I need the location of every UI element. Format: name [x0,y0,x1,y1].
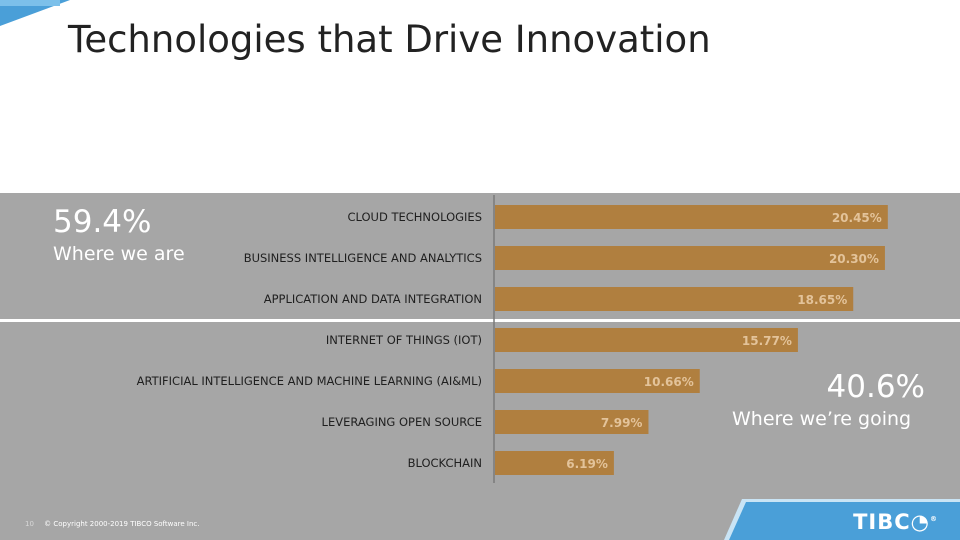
page-number: 10 [25,520,34,528]
category-label: BUSINESS INTELLIGENCE AND ANALYTICS [244,251,482,265]
stat-right-percent: 40.6% [826,369,925,405]
data-label: 7.99% [601,416,643,430]
bar [495,410,649,434]
footer: 10 © Copyright 2000-2019 TIBCO Software … [25,520,200,528]
stat-where-we-are-going: 40.6% Where we’re going [732,370,927,430]
data-label: 20.30% [829,252,879,266]
corner-accent-stripe [0,0,60,6]
logo-band [724,499,960,540]
data-label: 6.19% [566,457,608,471]
slide-title: Technologies that Drive Innovation [68,18,711,61]
category-label: BLOCKCHAIN [408,456,482,470]
data-label: 15.77% [742,334,792,348]
stat-right-caption: Where we’re going [732,408,912,430]
data-label: 18.65% [797,293,847,307]
category-label: ARTIFICIAL INTELLIGENCE AND MACHINE LEAR… [137,374,482,388]
category-label: CLOUD TECHNOLOGIES [347,210,482,224]
panel-divider [0,319,960,322]
stat-left-percent: 59.4% [53,204,152,240]
bar [495,369,700,393]
data-label: 10.66% [644,375,694,389]
bar [495,328,798,352]
category-label: APPLICATION AND DATA INTEGRATION [264,292,482,306]
stat-where-we-are: 59.4% Where we are [53,205,185,265]
logo-text: TIBC [853,510,911,534]
data-label: 20.45% [832,211,882,225]
bar-chart: CLOUD TECHNOLOGIES 20.45% BUSINESS INTELLI… [137,195,888,483]
bar [495,287,854,311]
category-label: INTERNET OF THINGS (IOT) [326,333,482,347]
logo-circle-icon: ◔ [910,510,930,534]
bar [495,246,885,270]
category-label: LEVERAGING OPEN SOURCE [322,415,482,429]
copyright-text: © Copyright 2000-2019 TIBCO Software Inc… [44,520,200,528]
bar [495,451,614,475]
registered-mark: ® [930,515,938,523]
stat-left-caption: Where we are [53,243,185,265]
tibco-logo: TIBC◔® [853,510,938,534]
bar [495,205,888,229]
